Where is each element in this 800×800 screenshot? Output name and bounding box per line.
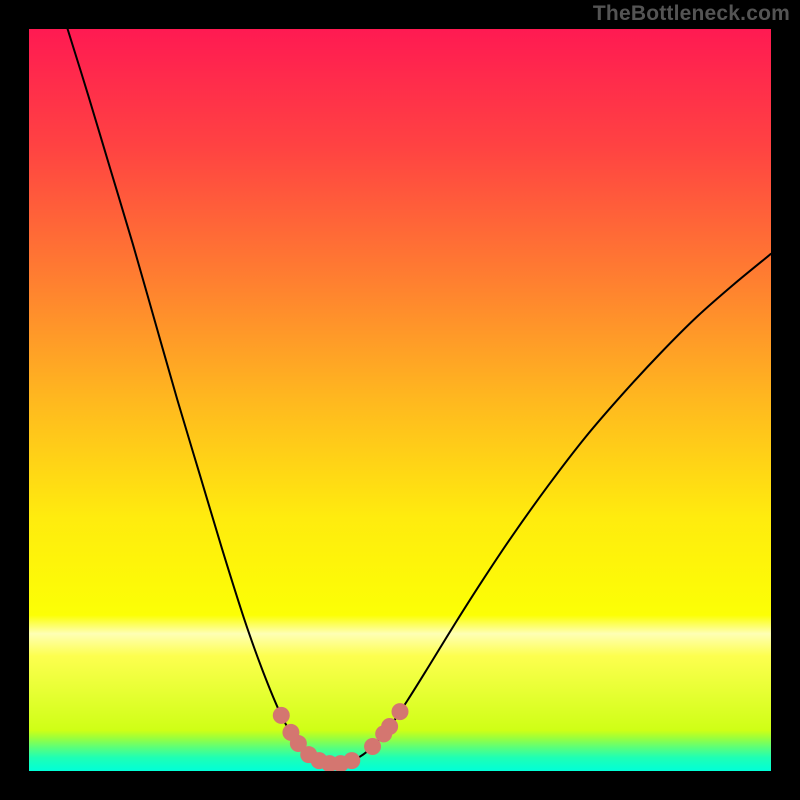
curve-marker — [392, 703, 409, 720]
watermark-text: TheBottleneck.com — [593, 2, 790, 26]
curve-marker — [273, 707, 290, 724]
chart-root: TheBottleneck.com — [0, 0, 800, 800]
marker-group — [273, 703, 409, 771]
curve-marker — [343, 752, 360, 769]
curve-marker — [381, 718, 398, 735]
plot-area — [29, 29, 771, 771]
markers-layer — [29, 29, 771, 771]
